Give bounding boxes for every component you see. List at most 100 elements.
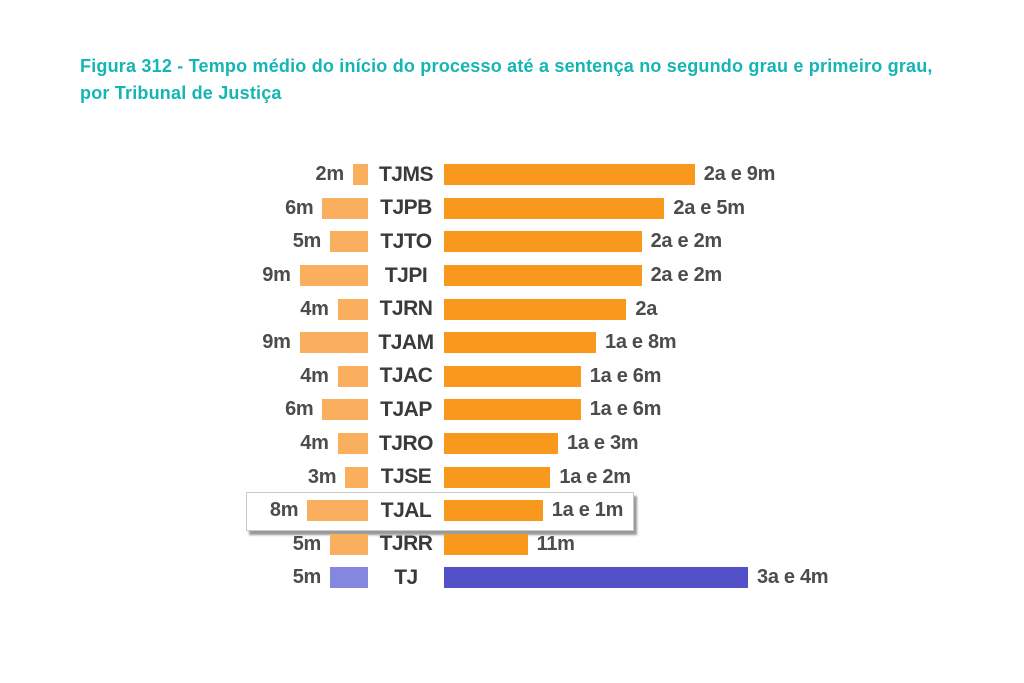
left-duration-cell: 8m [0,499,368,522]
right-duration-label: 1a e 2m [559,465,631,488]
right-duration-label: 2a e 2m [650,230,723,253]
left-duration-bar [330,533,368,555]
chart-row: 5m TJRR 11m [0,528,1024,562]
bar-chart: 2m TJMS 2a e 9m 6m TJPB 2a e 5m 5m TJTO 2a e 2m 9… [0,158,1024,595]
court-label: TJRN [379,297,433,321]
left-duration-label: 6m [285,196,314,219]
right-duration-label: 1a e 8m [605,331,677,354]
left-duration-bar [322,197,368,219]
court-label: TJSE [380,465,432,489]
chart-row: 5m TJ 3a e 4m [0,561,1024,595]
chart-row: 4m TJAC 1a e 6m [0,360,1024,394]
left-duration-label: 5m [292,230,322,253]
right-duration-bar [444,298,627,320]
right-duration-bar [444,164,695,186]
right-duration-cell: 1a e 3m [444,432,1024,455]
left-duration-cell: 4m [0,432,368,455]
right-duration-bar [444,197,665,219]
chart-row: 9m TJPI 2a e 2m [0,259,1024,293]
left-duration-cell: 4m [0,298,368,321]
chart-row: 9m TJAM 1a e 8m [0,326,1024,360]
chart-row: 8m TJAL 1a e 1m [0,491,1024,531]
left-duration-cell: 4m [0,365,368,388]
left-duration-bar [345,466,368,488]
court-label: TJPI [384,263,428,287]
right-duration-bar [444,433,558,455]
court-label: TJAP [380,397,432,421]
left-duration-label: 2m [315,163,345,186]
left-duration-bar [299,332,368,354]
right-duration-cell: 2a e 5m [444,197,1024,220]
right-duration-cell: 1a e 8m [444,331,1024,354]
right-duration-bar [444,399,581,421]
left-duration-label: 4m [300,432,329,455]
court-label: TJRR [379,532,433,556]
right-duration-cell: 1a e 6m [444,365,1024,388]
right-duration-cell: 3a e 4m [444,566,1024,589]
right-duration-bar [444,265,642,287]
left-duration-bar [307,500,368,522]
right-duration-label: 1a e 1m [551,499,624,522]
left-duration-label: 4m [300,364,329,387]
court-label: TJTO [380,229,432,253]
right-duration-label: 1a e 6m [589,364,662,387]
chart-row: 4m TJRO 1a e 3m [0,427,1024,461]
chart-row: 5m TJTO 2a e 2m [0,225,1024,259]
right-duration-label: 1a e 3m [567,432,639,455]
chart-row: 6m TJPB 2a e 5m [0,192,1024,226]
left-duration-label: 9m [262,264,291,287]
right-duration-cell: 1a e 6m [444,398,1024,421]
right-duration-cell: 2a [444,298,1024,321]
left-duration-label: 8m [269,499,299,522]
left-duration-cell: 9m [0,264,368,287]
left-duration-label: 5m [292,566,322,589]
right-duration-bar [444,533,528,555]
right-duration-cell: 2a e 2m [444,230,1024,253]
court-label: TJ [394,565,418,589]
right-duration-label: 2a e 9m [703,163,776,186]
left-duration-bar [322,399,368,421]
right-duration-cell: 2a e 9m [444,163,1024,186]
right-duration-label: 2a e 5m [673,196,745,219]
right-duration-label: 11m [536,532,575,555]
right-duration-bar [444,332,596,354]
chart-row: 3m TJSE 1a e 2m [0,460,1024,494]
right-duration-label: 2a e 2m [650,264,723,287]
figure-title-line2: por Tribunal de Justiça [80,83,282,103]
right-duration-cell: 1a e 1m [444,499,1024,522]
left-duration-cell: 6m [0,398,368,421]
chart-row: 6m TJAP 1a e 6m [0,393,1024,427]
left-duration-label: 6m [285,398,314,421]
left-duration-label: 5m [292,532,322,555]
right-duration-bar [444,231,642,253]
right-duration-label: 1a e 6m [589,398,662,421]
left-duration-cell: 5m [0,533,368,556]
left-duration-cell: 5m [0,230,368,253]
left-duration-label: 3m [307,465,337,488]
court-label: TJAL [380,498,432,522]
left-duration-label: 9m [262,331,291,354]
court-label: TJAM [378,330,434,354]
chart-row: 2m TJMS 2a e 9m [0,158,1024,192]
right-duration-bar [444,466,551,488]
figure-title: Figura 312 - Tempo médio do início do pr… [80,53,980,107]
left-duration-cell: 5m [0,566,368,589]
left-duration-label: 4m [300,297,329,320]
left-duration-bar [337,365,368,387]
right-duration-cell: 2a e 2m [444,264,1024,287]
figure-title-line1: Figura 312 - Tempo médio do início do pr… [80,56,933,76]
court-label: TJMS [378,162,434,186]
left-duration-bar [330,231,368,253]
left-duration-cell: 9m [0,331,368,354]
left-duration-bar [299,265,368,287]
right-duration-label: 3a e 4m [757,566,829,589]
right-duration-cell: 11m [444,533,1024,556]
court-label: TJPB [380,196,432,220]
right-duration-bar [444,500,543,522]
left-duration-bar [330,567,368,589]
court-label: TJRO [378,431,434,455]
right-duration-label: 2a [635,297,658,320]
right-duration-bar [444,365,581,387]
left-duration-cell: 3m [0,466,368,489]
right-duration-cell: 1a e 2m [444,466,1024,489]
